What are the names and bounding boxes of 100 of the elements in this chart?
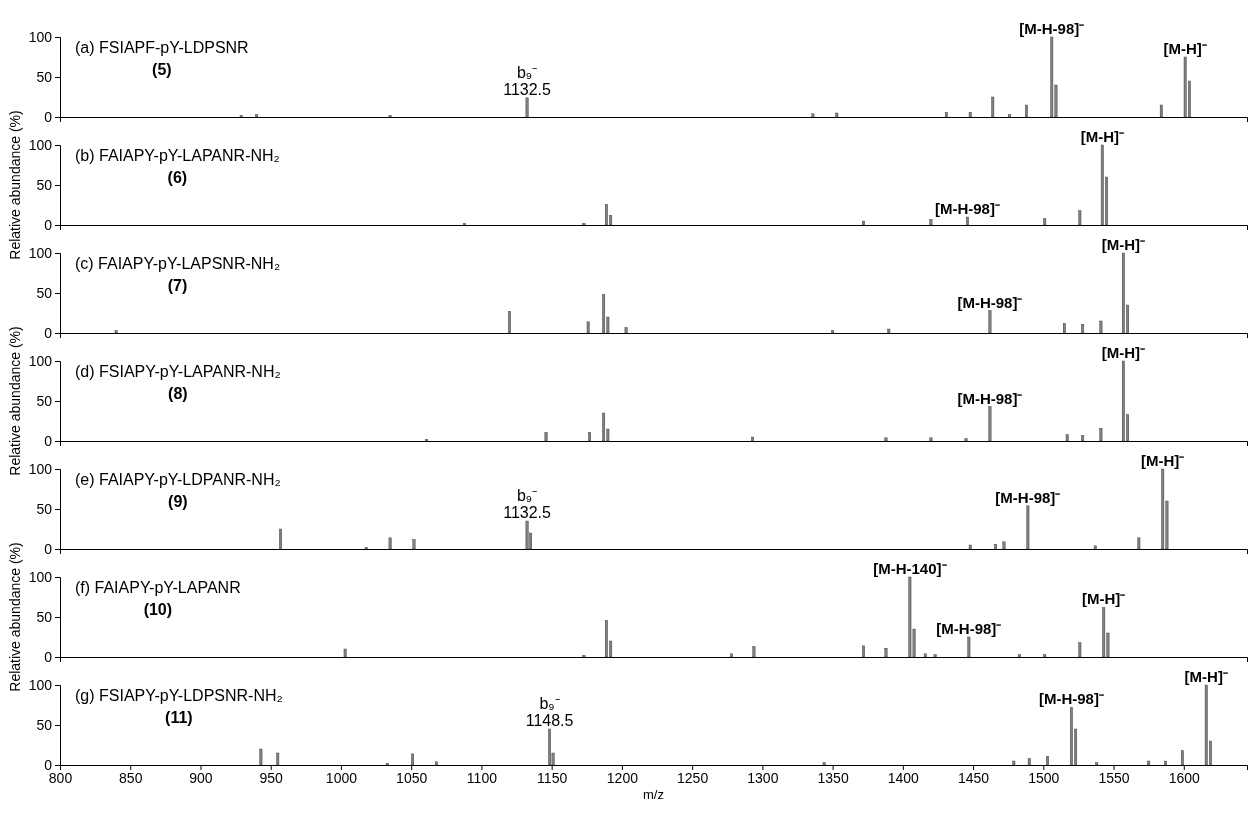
bar bbox=[114, 330, 118, 334]
bar bbox=[1008, 114, 1011, 118]
y-tick-label: 50 bbox=[36, 284, 53, 301]
bar bbox=[1099, 320, 1103, 334]
bar bbox=[343, 648, 347, 658]
bar bbox=[544, 432, 548, 442]
bar bbox=[944, 112, 948, 118]
bar bbox=[908, 576, 912, 658]
annotation: [M-H]⁻ bbox=[1101, 344, 1146, 361]
y-axis-title: Relative abundance (%) bbox=[7, 542, 23, 692]
bar bbox=[276, 752, 280, 766]
x-axis-title: m/z bbox=[643, 787, 664, 802]
x-tick-label: 1350 bbox=[817, 769, 849, 786]
x-tick-label: 1200 bbox=[606, 769, 639, 786]
y-tick-label: 0 bbox=[44, 216, 53, 233]
x-tick-label: 1600 bbox=[1168, 769, 1201, 786]
bar bbox=[967, 636, 971, 658]
bar bbox=[988, 406, 992, 442]
y-tick-label: 50 bbox=[36, 176, 53, 193]
bar bbox=[887, 328, 891, 334]
bar bbox=[862, 645, 865, 658]
bar bbox=[1062, 323, 1066, 334]
annotation: [M-H]⁻ bbox=[1082, 590, 1126, 608]
bar bbox=[1027, 758, 1031, 766]
annotation: [M-H]⁻ bbox=[1141, 452, 1185, 469]
y-tick-label: 100 bbox=[28, 568, 53, 585]
annotation: [M-H]⁻ bbox=[1101, 236, 1146, 253]
annotation: [M-H-98]⁻ bbox=[1019, 20, 1085, 37]
bar bbox=[1093, 545, 1097, 550]
bar bbox=[929, 219, 933, 226]
bar bbox=[933, 654, 937, 658]
bar bbox=[751, 436, 754, 442]
y-tick-label: 0 bbox=[44, 324, 53, 341]
y-tick-label: 50 bbox=[36, 500, 53, 517]
bar bbox=[412, 539, 416, 550]
x-tick-label: 1400 bbox=[887, 769, 920, 786]
bar bbox=[1164, 760, 1167, 766]
bar bbox=[255, 114, 259, 118]
bar bbox=[752, 646, 756, 658]
y-tick-label: 50 bbox=[36, 392, 53, 409]
y-axis-title: Relative abundance (%) bbox=[7, 326, 23, 476]
bar bbox=[988, 310, 992, 334]
bar bbox=[1025, 104, 1028, 118]
annotation: [M-H-98]⁻ bbox=[957, 293, 1023, 311]
bar bbox=[1102, 607, 1106, 658]
y-tick-label: 50 bbox=[36, 716, 53, 733]
bar bbox=[586, 321, 590, 334]
bar bbox=[388, 537, 392, 550]
y-tick-label: 100 bbox=[28, 460, 53, 477]
chart-title: (b) FAIAPY-pY-LAPANR-NH₂ bbox=[75, 147, 280, 164]
bar bbox=[588, 432, 591, 442]
annotation: b₉⁻ 1132.5 bbox=[503, 63, 552, 98]
y-tick-label: 100 bbox=[28, 28, 53, 45]
x-tick-label: 900 bbox=[189, 769, 213, 786]
bar bbox=[525, 520, 529, 550]
bar bbox=[1161, 468, 1165, 550]
bar bbox=[1043, 218, 1047, 226]
bar bbox=[602, 412, 606, 442]
y-axis-title: Relative abundance (%) bbox=[7, 110, 23, 260]
annotation: [M-H-140]⁻ bbox=[873, 560, 947, 577]
annotation: b₉⁻ 1132.5 bbox=[503, 487, 552, 521]
annotation: [M-H-98]⁻ bbox=[936, 620, 1002, 637]
chart-title: (f) FAIAPY-pY-LAPANR bbox=[75, 579, 241, 596]
bar bbox=[1002, 541, 1006, 550]
bar bbox=[1046, 756, 1049, 766]
y-tick-label: 50 bbox=[36, 68, 53, 85]
x-tick-label: 1050 bbox=[396, 769, 428, 786]
bar bbox=[929, 437, 933, 442]
chart-title: (a) FSIAPF-pY-LDPSNR bbox=[75, 39, 249, 56]
bar bbox=[259, 748, 263, 766]
bar bbox=[994, 544, 997, 550]
x-tick-label: 1300 bbox=[747, 769, 779, 786]
y-tick-label: 0 bbox=[44, 108, 53, 125]
bar bbox=[508, 311, 511, 334]
bar bbox=[730, 653, 733, 658]
bar bbox=[548, 728, 551, 766]
bar bbox=[411, 753, 414, 766]
bar bbox=[279, 528, 282, 550]
text: (11) bbox=[165, 709, 193, 726]
bar bbox=[1070, 707, 1073, 766]
bar bbox=[884, 648, 888, 658]
x-tick-label: 1150 bbox=[537, 769, 568, 786]
y-tick-label: 100 bbox=[28, 136, 53, 153]
bar bbox=[991, 96, 995, 118]
y-tick-label: 100 bbox=[28, 244, 53, 261]
y-tick-label: 0 bbox=[44, 540, 53, 557]
annotation: [M-H-98]⁻ bbox=[934, 200, 1000, 217]
y-tick-label: 100 bbox=[28, 352, 53, 369]
bar bbox=[835, 112, 839, 118]
x-tick-label: 1550 bbox=[1098, 769, 1130, 786]
annotation: [M-H]⁻ bbox=[1080, 128, 1124, 145]
x-tick-label: 1250 bbox=[677, 769, 709, 786]
x-tick-label: 1450 bbox=[958, 769, 990, 786]
text: (8) bbox=[168, 385, 188, 402]
bar bbox=[968, 112, 972, 118]
bar bbox=[1081, 324, 1085, 334]
text: (10) bbox=[143, 601, 173, 618]
bar bbox=[831, 330, 834, 334]
bar bbox=[1100, 144, 1104, 226]
chart-title: (d) FSIAPY-pY-LAPANR-NH₂ bbox=[75, 363, 281, 380]
